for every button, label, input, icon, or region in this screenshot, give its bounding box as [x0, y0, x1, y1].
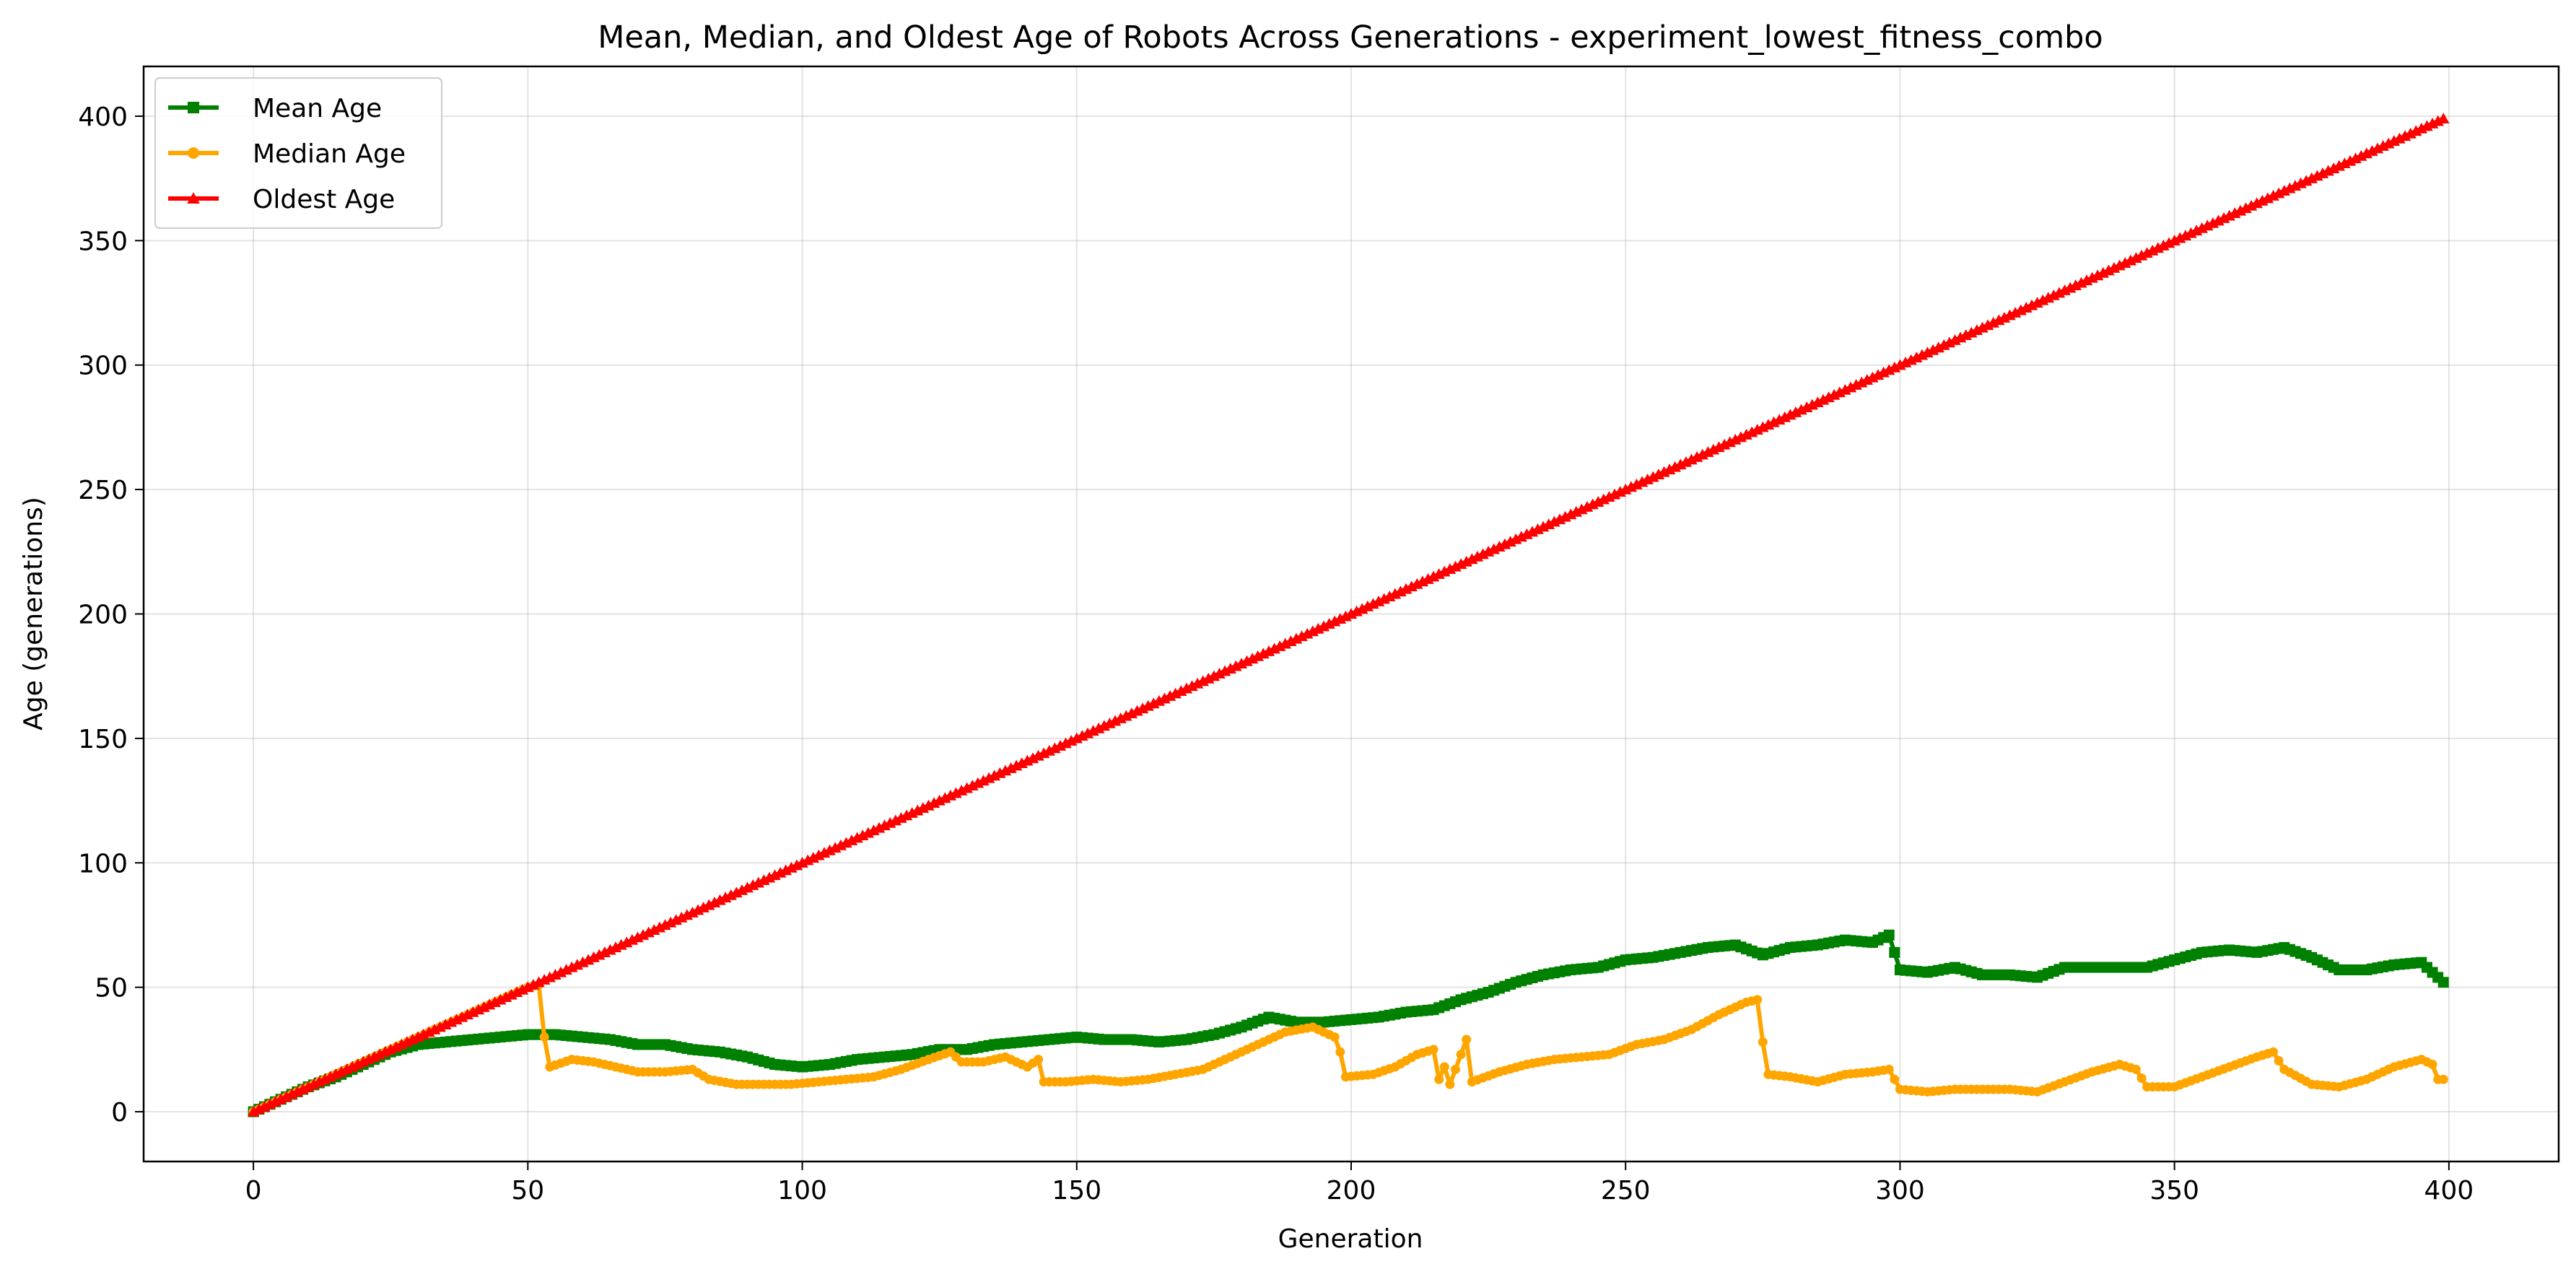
- median-age-point: [539, 1032, 549, 1042]
- x-tick-label: 100: [777, 1176, 827, 1206]
- x-tick-label: 250: [1601, 1176, 1651, 1206]
- median-age-point: [2274, 1055, 2284, 1065]
- y-tick-label: 300: [78, 352, 128, 381]
- y-tick-label: 0: [111, 1098, 128, 1128]
- legend-marker-median-age: [188, 147, 199, 159]
- median-age-point: [2427, 1060, 2437, 1070]
- x-tick-label: 150: [1052, 1176, 1101, 1206]
- median-age-point: [1884, 1064, 1894, 1074]
- y-tick-label: 50: [95, 974, 128, 1003]
- median-age-point: [1335, 1047, 1345, 1057]
- median-age-point: [1758, 1037, 1768, 1047]
- legend-label-oldest-age: Oldest Age: [253, 185, 395, 214]
- x-tick-label: 350: [2149, 1176, 2199, 1206]
- median-age-point: [2269, 1047, 2279, 1057]
- legend-marker-mean-age: [188, 102, 199, 113]
- legend-label-mean-age: Mean Age: [253, 94, 382, 123]
- x-tick-label: 50: [511, 1176, 544, 1206]
- median-age-point: [2131, 1064, 2141, 1074]
- series-layer: [247, 113, 2450, 1117]
- median-age-point: [2438, 1074, 2448, 1084]
- median-age-point: [1462, 1034, 1472, 1045]
- legend-label-median-age: Median Age: [253, 139, 406, 169]
- median-age-point: [1456, 1050, 1466, 1060]
- chart-title: Mean, Median, and Oldest Age of Robots A…: [598, 19, 2103, 56]
- y-tick-label: 250: [78, 476, 128, 505]
- mean-age-point: [1889, 946, 1900, 958]
- legend: Mean Age Median Age Oldest Age: [154, 77, 442, 229]
- y-tick-label: 350: [78, 227, 128, 256]
- median-age-point: [1428, 1045, 1438, 1055]
- ticks: 0 50 100 150 200 250 300 350 400 0 50 100 150 200 250 3…: [78, 103, 2474, 1206]
- median-age-point: [1450, 1064, 1460, 1074]
- median-age-point: [1445, 1079, 1455, 1089]
- x-tick-label: 300: [1875, 1176, 1925, 1206]
- median-age-point: [2136, 1073, 2147, 1084]
- legend-box: [154, 77, 442, 229]
- median-age-point: [1439, 1062, 1449, 1072]
- oldest-age-point: [2437, 113, 2450, 124]
- y-tick-label: 200: [78, 601, 128, 630]
- median-age-point: [1434, 1074, 1444, 1084]
- median-age-point: [1752, 995, 1763, 1005]
- legend-marker-oldest-age: [187, 192, 200, 204]
- y-tick-label: 400: [78, 103, 128, 132]
- y-tick-label: 150: [78, 725, 128, 754]
- x-tick-label: 0: [245, 1176, 262, 1206]
- oldest-age-series: [247, 113, 2450, 1117]
- median-age-point: [1330, 1032, 1340, 1042]
- x-tick-label: 200: [1327, 1176, 1376, 1206]
- x-axis-label: Generation: [1278, 1224, 1423, 1254]
- mean-age-point: [1883, 929, 1895, 941]
- median-age-point: [1890, 1074, 1900, 1084]
- y-axis-label: Age (generations): [19, 497, 48, 731]
- mean-age-point: [2437, 977, 2449, 988]
- y-tick-label: 100: [78, 849, 128, 879]
- x-tick-label: 400: [2424, 1176, 2474, 1206]
- median-age-point: [1034, 1055, 1044, 1065]
